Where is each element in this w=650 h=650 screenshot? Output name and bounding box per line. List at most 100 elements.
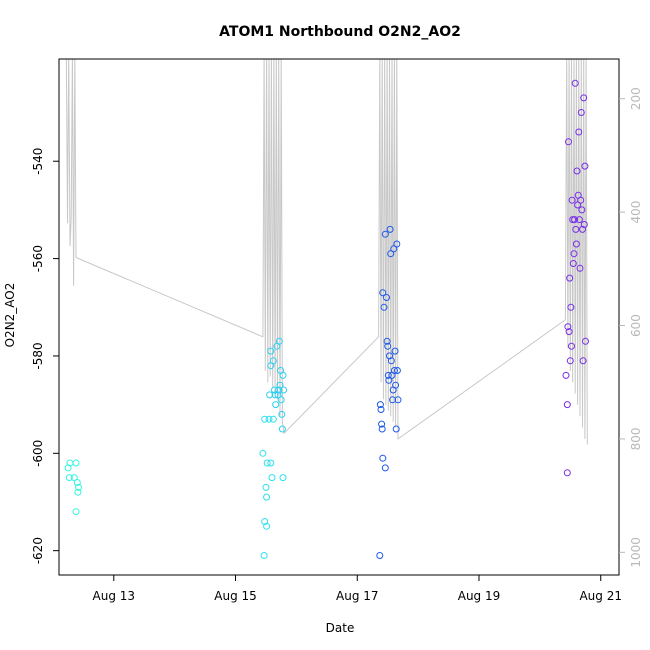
- data-point: [269, 415, 277, 423]
- depth-line-layer: [65, 59, 588, 445]
- data-point: [563, 469, 571, 477]
- y-tick-label: -620: [31, 537, 45, 564]
- data-point: [272, 401, 280, 409]
- data-point: [74, 488, 82, 496]
- data-point: [389, 396, 397, 404]
- depth-line: [65, 59, 588, 445]
- data-point: [572, 240, 580, 248]
- data-point: [278, 425, 286, 433]
- data-point: [278, 410, 286, 418]
- data-point: [268, 474, 276, 482]
- data-point: [72, 459, 80, 467]
- data-point: [566, 357, 574, 365]
- plot-frame: [58, 58, 620, 576]
- data-point: [384, 342, 392, 350]
- data-point: [277, 396, 285, 404]
- axes-layer: Aug 13 Aug 15 Aug 17 Aug 19 Aug 21 -540 -560 -5…: [31, 58, 643, 603]
- data-point: [259, 449, 267, 457]
- data-point: [377, 406, 385, 413]
- data-point: [563, 401, 571, 409]
- x-tick-label: Aug 13: [93, 589, 136, 603]
- y2-tick-label: 600: [629, 314, 643, 337]
- data-point: [392, 381, 400, 389]
- data-point: [263, 459, 271, 467]
- chart-title: ATOM1 Northbound O2N2_AO2: [219, 24, 461, 40]
- data-point: [564, 323, 572, 331]
- data-point: [565, 138, 572, 146]
- data-point: [569, 260, 577, 267]
- data-point: [381, 230, 389, 238]
- data-point: [391, 347, 399, 355]
- data-point: [379, 289, 387, 297]
- data-point: [575, 128, 583, 136]
- data-point: [378, 420, 386, 428]
- data-point: [261, 518, 269, 525]
- data-points-layer: [64, 79, 589, 559]
- data-point: [577, 109, 585, 116]
- data-point: [386, 352, 393, 360]
- data-point: [393, 240, 401, 248]
- data-point: [572, 225, 580, 233]
- data-point: [394, 396, 402, 404]
- data-point: [571, 79, 579, 87]
- data-point: [261, 415, 269, 423]
- data-point: [577, 196, 585, 204]
- data-point: [265, 415, 273, 423]
- data-point: [562, 371, 570, 379]
- y2-tick-label: 1000: [629, 537, 643, 568]
- data-point: [383, 337, 391, 345]
- y2-tick-label: 800: [629, 427, 643, 450]
- data-point: [380, 303, 388, 311]
- data-point: [565, 328, 573, 336]
- data-point: [580, 221, 588, 228]
- data-point: [581, 162, 589, 170]
- y-tick-label: -600: [31, 440, 45, 467]
- data-point: [582, 337, 589, 345]
- x-tick-label: Aug 17: [336, 589, 379, 603]
- data-point: [73, 479, 81, 486]
- data-point: [392, 425, 400, 433]
- data-point: [574, 201, 582, 209]
- data-point: [269, 357, 277, 365]
- data-point: [279, 371, 287, 379]
- data-point: [75, 483, 82, 491]
- data-point: [267, 459, 275, 467]
- data-point: [569, 216, 577, 224]
- data-point: [575, 216, 583, 224]
- data-point: [263, 493, 271, 501]
- data-point: [279, 474, 287, 482]
- data-point: [276, 381, 284, 389]
- data-point: [383, 294, 390, 301]
- data-point: [267, 347, 275, 355]
- data-point: [376, 552, 384, 559]
- data-point: [275, 386, 283, 394]
- data-point: [568, 196, 576, 204]
- data-point: [387, 357, 395, 365]
- data-point: [271, 391, 279, 399]
- y-axis-label: O2N2_AO2: [3, 283, 17, 348]
- data-point: [568, 342, 575, 350]
- data-point: [70, 474, 78, 482]
- x-axis-label: Date: [326, 621, 355, 635]
- data-point: [386, 225, 394, 233]
- y-tick-label: -560: [31, 245, 45, 272]
- data-point: [571, 216, 579, 224]
- data-point: [72, 508, 80, 516]
- data-point: [385, 376, 393, 384]
- data-point: [580, 94, 588, 102]
- x-tick-label: Aug 19: [458, 589, 501, 603]
- data-point: [566, 274, 574, 282]
- data-point: [384, 371, 392, 379]
- data-point: [393, 367, 401, 374]
- data-point: [376, 401, 384, 409]
- data-point: [274, 391, 282, 399]
- data-point: [65, 474, 73, 482]
- data-point: [271, 386, 278, 394]
- data-point: [381, 464, 389, 472]
- data-point: [579, 225, 586, 233]
- data-point: [263, 522, 271, 530]
- data-point: [576, 264, 584, 272]
- y2-tick-label: 200: [629, 87, 643, 110]
- data-point: [567, 303, 575, 311]
